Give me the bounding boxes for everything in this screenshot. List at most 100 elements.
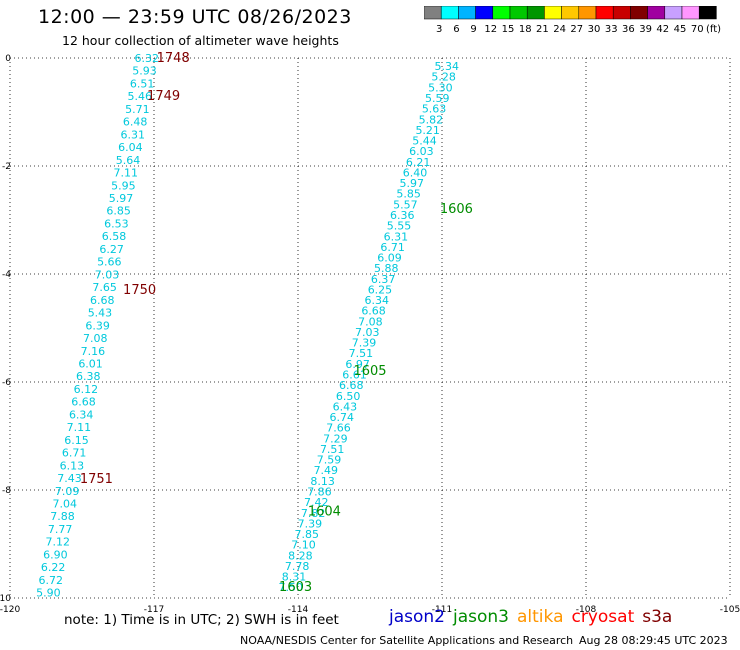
wave-height-value: 7.39 — [298, 517, 323, 530]
wave-height-value: 6.71 — [380, 241, 405, 254]
wave-height-value: 6.85 — [106, 205, 131, 218]
colorbar-legend: 3 6 9 12 15 18 21 24 27 30 33 36 39 42 45 70 (ft) — [424, 6, 721, 35]
wave-height-value: 6.68 — [361, 305, 386, 318]
wave-height-value: 7.03 — [355, 326, 380, 339]
wave-height-value: 6.12 — [74, 383, 99, 396]
wave-height-value: 5.97 — [400, 177, 425, 190]
time-label: 1606 — [440, 202, 473, 217]
colorbar-tick-label: 15 — [502, 24, 515, 35]
colorbar-swatch — [698, 6, 717, 20]
wave-height-value: 6.21 — [406, 156, 431, 169]
colorbar-unit-label: (ft) — [706, 24, 721, 35]
wave-height-value: 7.08 — [83, 332, 108, 345]
colorbar-tick-label: 45 — [674, 24, 687, 35]
wave-height-value: 7.85 — [294, 528, 319, 541]
colorbar-tick-label: 18 — [519, 24, 532, 35]
wave-height-value: 5.46 — [128, 90, 153, 103]
wave-height-value: 6.53 — [104, 217, 129, 230]
wave-height-value: 7.42 — [304, 496, 329, 509]
credit-text: NOAA/NESDIS Center for Satellite Applica… — [240, 634, 574, 647]
wave-height-value: 6.37 — [371, 273, 396, 286]
generated-timestamp: Aug 28 08:29:45 UTC 2023 — [579, 634, 728, 647]
wave-height-value: 6.03 — [409, 145, 434, 158]
wave-height-value: 5.88 — [374, 262, 399, 275]
wave-height-value: 7.51 — [320, 443, 345, 456]
wave-height-value: 5.85 — [396, 188, 421, 201]
wave-height-value: 7.08 — [358, 315, 383, 328]
time-label: 1603 — [279, 580, 312, 595]
wave-height-value: 8.31 — [282, 571, 307, 584]
y-tick-label: -2 — [2, 162, 11, 172]
wave-height-value: 7.49 — [314, 464, 339, 477]
wave-height-value: 6.58 — [102, 230, 127, 243]
wave-height-value: 6.13 — [60, 459, 85, 472]
x-tick-label: -108 — [576, 605, 597, 615]
wave-height-value: 6.15 — [64, 434, 89, 447]
chart-subtitle: 12 hour collection of altimeter wave hei… — [62, 33, 339, 48]
y-tick-label: -10 — [0, 594, 11, 604]
wave-height-value: 6.51 — [130, 77, 155, 90]
wave-height-value: 6.97 — [345, 358, 370, 371]
colorbar-tick-label: 24 — [553, 24, 566, 35]
wave-height-value: 5.55 — [387, 220, 412, 233]
wave-height-value: 6.32 — [135, 52, 160, 65]
wave-height-value: 6.25 — [368, 283, 393, 296]
colorbar-tick-label: 36 — [622, 24, 635, 35]
wave-height-value: 7.11 — [113, 167, 138, 180]
wave-height-value: 7.50 — [279, 581, 304, 594]
y-tick-label: -8 — [2, 486, 11, 496]
wave-height-value: 7.88 — [50, 510, 75, 523]
wave-height-value: 7.86 — [307, 485, 332, 498]
colorbar-tick-label: 21 — [536, 24, 549, 35]
wave-height-value: 5.66 — [97, 256, 122, 269]
wave-height-value: 5.93 — [132, 65, 157, 78]
time-label: 1604 — [308, 505, 341, 520]
time-label: 1749 — [147, 89, 180, 104]
colorbar-tick-label: 9 — [470, 24, 476, 35]
wave-height-value: 6.09 — [377, 252, 402, 265]
wave-height-value: 6.40 — [403, 166, 428, 179]
legend-entry-s3a: s3a — [642, 607, 673, 627]
units-note: note: 1) Time is in UTC; 2) SWH is in fe… — [64, 612, 339, 628]
wave-height-value: 6.68 — [90, 294, 115, 307]
wave-height-value: 6.71 — [62, 447, 87, 460]
colorbar-tick-label: 39 — [639, 24, 652, 35]
wave-height-value: 7.66 — [326, 422, 351, 435]
wave-height-value: 7.03 — [95, 268, 120, 281]
wave-height-value: 6.50 — [336, 390, 361, 403]
y-tick-label: -6 — [2, 378, 11, 388]
colorbar-tick-label: 30 — [588, 24, 601, 35]
time-label: 1605 — [353, 364, 386, 379]
colorbar-tick-label: 27 — [570, 24, 583, 35]
wave-height-value: 7.09 — [55, 485, 80, 498]
wave-height-value: 6.48 — [123, 116, 148, 129]
wave-height-value: 6.27 — [99, 243, 124, 256]
wave-height-value: 8.13 — [310, 475, 335, 488]
wave-height-value: 5.30 — [428, 81, 453, 94]
wave-height-value: 7.29 — [323, 432, 348, 445]
wave-height-value: 6.74 — [329, 411, 354, 424]
wave-height-value: 5.28 — [431, 71, 456, 84]
x-tick-label: -105 — [720, 605, 740, 615]
wave-height-value: 7.39 — [352, 337, 377, 350]
wave-height-value: 7.65 — [92, 281, 117, 294]
wave-height-value: 5.21 — [415, 124, 440, 137]
wave-height-value: 6.68 — [71, 396, 96, 409]
wave-height-value: 5.64 — [116, 154, 141, 167]
wave-height-value: 6.31 — [384, 230, 409, 243]
colorbar-tick-label: 6 — [453, 24, 459, 35]
colorbar-tick-label: 12 — [484, 24, 497, 35]
chart-title: 12:00 — 23:59 UTC 08/26/2023 — [38, 6, 352, 28]
wave-height-value: 6.72 — [38, 574, 63, 587]
wave-height-value: 7.59 — [317, 454, 342, 467]
wave-height-value: 7.82 — [301, 507, 326, 520]
wave-height-value: 5.90 — [36, 587, 61, 600]
wave-height-value: 6.43 — [333, 400, 358, 413]
wave-height-value: 7.77 — [48, 523, 73, 536]
wave-height-value: 6.31 — [120, 128, 145, 141]
wave-height-value: 6.61 — [342, 369, 367, 382]
x-tick-label: -111 — [432, 605, 452, 615]
colorbar-tick-label: 33 — [605, 24, 618, 35]
satellite-legend: jason2 jason3 altika cryosat s3a — [389, 607, 680, 627]
wave-height-value: 7.04 — [53, 498, 78, 511]
